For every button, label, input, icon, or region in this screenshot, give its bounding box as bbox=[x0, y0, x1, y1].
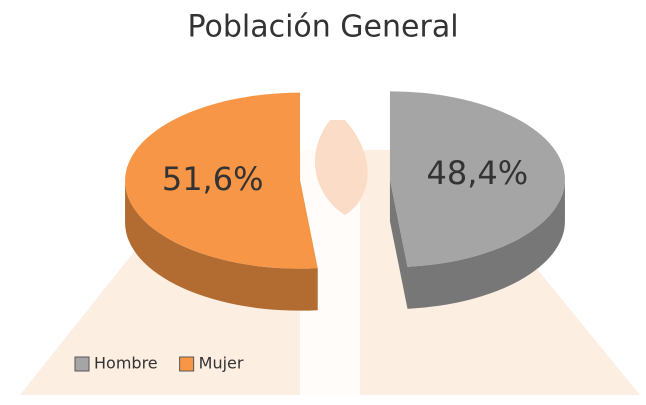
legend-label: Mujer bbox=[199, 354, 244, 373]
data-label: 48,4% bbox=[427, 154, 529, 192]
chart: Población General 48,4% 51,6% Hombre Mujer bbox=[0, 0, 646, 405]
legend-swatch bbox=[75, 357, 89, 371]
chart-title: Población General bbox=[187, 10, 458, 45]
legend-label: Hombre bbox=[94, 354, 158, 373]
legend-swatch bbox=[180, 357, 194, 371]
data-label: 51,6% bbox=[162, 160, 264, 198]
